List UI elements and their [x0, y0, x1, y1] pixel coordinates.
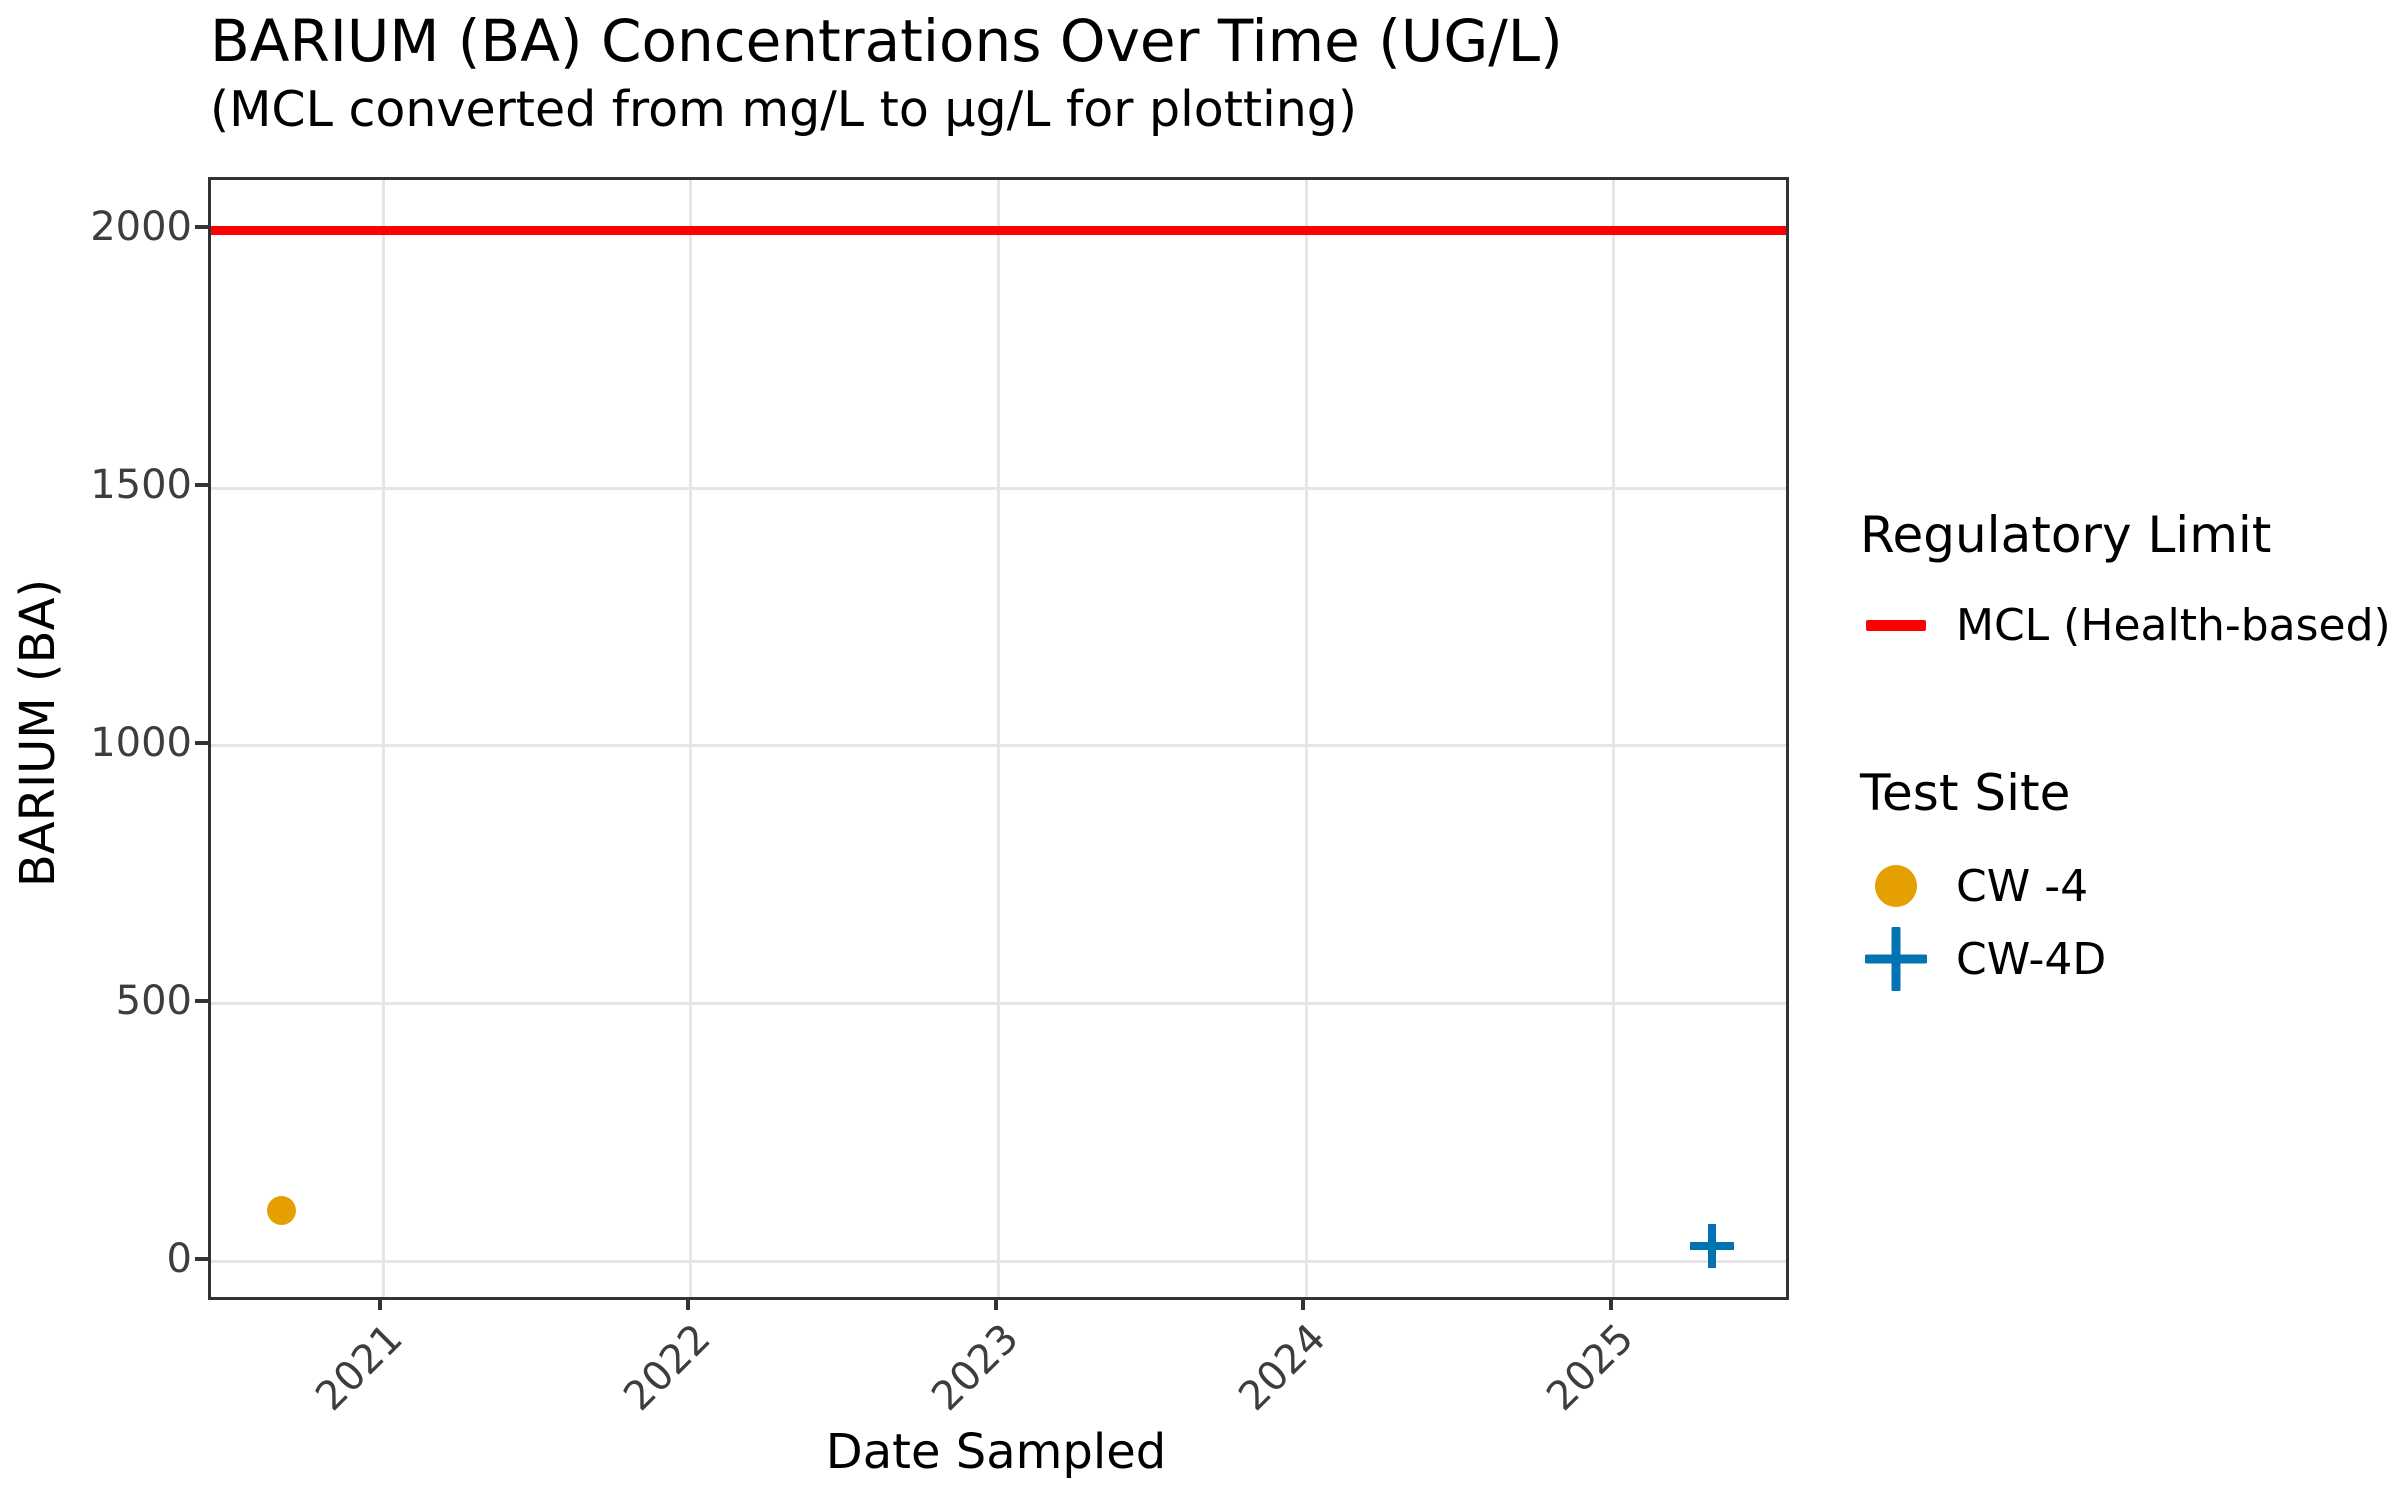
x-tick-label: 2024: [1230, 1315, 1335, 1420]
y-tick-label: 1000: [90, 719, 192, 766]
legend-title-test-site: Test Site: [1860, 764, 2071, 822]
y-tick-mark: [195, 225, 208, 230]
mcl-regulatory-line: [211, 225, 1786, 235]
legend-item-cw4: CW -4: [1860, 859, 2088, 913]
v-gridline: [997, 180, 1000, 1297]
cw4-marker-cell: [1860, 865, 1932, 907]
x-tick-mark: [1608, 1297, 1613, 1310]
legend-title-regulatory-limit: Regulatory Limit: [1860, 506, 2272, 564]
y-tick-label: 1500: [90, 462, 192, 508]
legend-label-cw4: CW -4: [1956, 860, 2089, 912]
y-tick-label: 500: [115, 977, 192, 1024]
x-tick-label: 2023: [922, 1315, 1028, 1420]
mcl-line-icon: [1866, 619, 1926, 631]
v-gridline: [381, 180, 385, 1297]
v-gridline: [1612, 180, 1616, 1297]
legend: Regulatory Limit MCL (Health-based) Test…: [1860, 0, 2400, 1500]
x-tick-label: 2025: [1538, 1315, 1643, 1420]
x-tick-label: 2021: [307, 1315, 413, 1420]
data-point-cw-4: [267, 1195, 297, 1225]
y-tick-mark: [195, 1256, 208, 1261]
y-tick-mark: [195, 740, 208, 745]
y-tick-label: 2000: [90, 204, 192, 251]
legend-item-mcl: MCL (Health-based): [1860, 598, 2391, 652]
y-tick-mark: [195, 483, 208, 487]
plot-panel: [208, 177, 1789, 1300]
plus-marker-icon: [1865, 927, 1927, 991]
x-tick-mark: [1301, 1297, 1306, 1310]
cw4d-marker-cell: [1860, 927, 1932, 991]
y-tick-mark: [195, 998, 208, 1003]
y-tick-label: 0: [166, 1235, 192, 1282]
chart-title: BARIUM (BA) Concentrations Over Time (UG…: [210, 7, 1563, 75]
legend-label-mcl: MCL (Health-based): [1956, 599, 2391, 651]
chart-subtitle: (MCL converted from mg/L to µg/L for plo…: [210, 81, 1358, 138]
x-tick-mark: [685, 1297, 690, 1310]
legend-label-cw4d: CW-4D: [1956, 933, 2107, 985]
x-tick-mark: [993, 1297, 998, 1310]
x-axis-label: Date Sampled: [825, 1424, 1167, 1480]
data-point-cw-4d: [1690, 1224, 1735, 1269]
v-gridline: [1304, 180, 1308, 1297]
legend-item-cw4d: CW-4D: [1860, 927, 2106, 991]
circle-marker-icon: [1875, 865, 1917, 907]
v-gridline: [689, 180, 693, 1297]
x-tick-label: 2022: [615, 1315, 720, 1420]
x-tick-mark: [378, 1297, 383, 1310]
mcl-line-swatch-cell: [1860, 619, 1932, 631]
